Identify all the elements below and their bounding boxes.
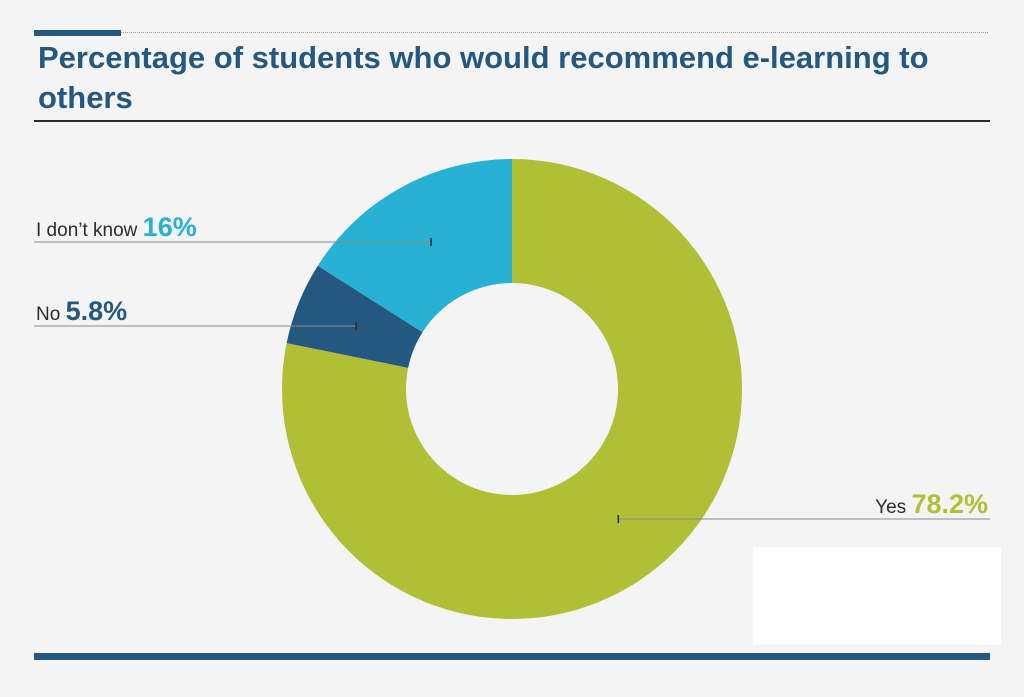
slice-no bbox=[286, 265, 423, 368]
slice-name-yes: Yes bbox=[875, 497, 911, 518]
chart-title: Percentage of students who would recomme… bbox=[38, 40, 929, 115]
donut-slices bbox=[282, 159, 742, 619]
slice-value-i-don-t-know: 16% bbox=[143, 212, 197, 242]
slice-value-yes: 78.2% bbox=[911, 489, 988, 519]
slice-label-yes: Yes 78.2% bbox=[875, 489, 988, 519]
blank-panel bbox=[753, 547, 1001, 645]
slice-name-i-don-t-know: I don’t know bbox=[36, 220, 143, 241]
leader-lines bbox=[34, 238, 990, 523]
slice-label-i-don-t-know: I don’t know 16% bbox=[36, 212, 197, 242]
slice-label-no: No 5.8% bbox=[36, 296, 127, 326]
title-underline bbox=[34, 120, 990, 122]
header-dotted-rule bbox=[121, 32, 988, 33]
slice-value-no: 5.8% bbox=[66, 296, 128, 326]
slice-labels: Yes 78.2% No 5.8% I don’t know 16% bbox=[36, 212, 988, 519]
slice-i-don-t-know bbox=[317, 159, 512, 333]
bottom-bar bbox=[34, 653, 990, 660]
slice-yes bbox=[282, 159, 742, 619]
slice-name-no: No bbox=[36, 304, 66, 325]
title-accent-bar bbox=[34, 30, 121, 36]
